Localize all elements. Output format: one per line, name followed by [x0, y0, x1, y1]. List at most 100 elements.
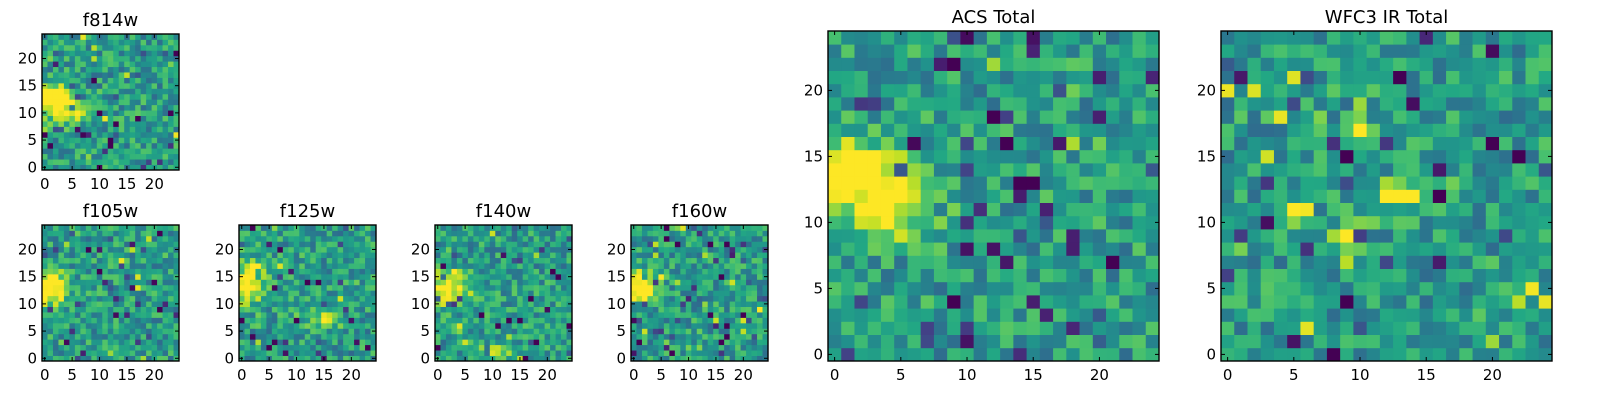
heatmap-cell [47, 252, 54, 259]
heatmap-cell [173, 142, 180, 149]
heatmap-cell [299, 263, 306, 269]
heatmap-cell [1419, 57, 1434, 71]
heatmap-cell [647, 225, 654, 231]
heatmap-cell [473, 328, 480, 335]
heatmap-cell [729, 317, 736, 324]
heatmap-cell [550, 257, 556, 264]
heatmap-cell [1446, 334, 1460, 349]
heatmap-cell [282, 355, 289, 362]
heatmap-cell [58, 344, 65, 351]
heatmap-cell [359, 333, 366, 340]
heatmap-cell [249, 241, 256, 248]
heatmap-cell [239, 322, 245, 329]
heatmap-cell [663, 279, 670, 286]
heatmap-cell [80, 115, 87, 122]
heatmap-cell [467, 306, 474, 313]
heatmap-cell [685, 246, 692, 253]
heatmap-cell [986, 163, 1001, 177]
heatmap-cell [691, 279, 698, 286]
heatmap-cell [511, 263, 518, 269]
heatmap-cell [1039, 308, 1054, 322]
heatmap-cell [1432, 123, 1447, 137]
heatmap-cell [1026, 347, 1041, 362]
heatmap-cell [740, 284, 747, 291]
heatmap-cell [495, 317, 502, 324]
heatmap-cell [1326, 202, 1341, 217]
heatmap-cell [1313, 70, 1328, 85]
heatmap-cell [337, 263, 344, 269]
heatmap-cell [69, 44, 76, 51]
heatmap-cell [69, 137, 76, 144]
heatmap-cell [495, 290, 502, 297]
heatmap-cell [332, 230, 339, 237]
heatmap-cell [489, 246, 496, 253]
heatmap-cell [58, 72, 65, 78]
heatmap-cell [1538, 255, 1553, 269]
heatmap-cell [354, 306, 360, 313]
heatmap-cell [315, 273, 322, 280]
heatmap-cell [102, 159, 109, 165]
heatmap-cell [1273, 70, 1288, 85]
heatmap-cell [47, 290, 54, 297]
heatmap-cell [724, 295, 731, 302]
heatmap-cell [451, 344, 458, 351]
heatmap-cell [277, 268, 284, 275]
heatmap-cell [746, 344, 752, 351]
heatmap-cell [1446, 123, 1460, 137]
y-tick-label: 15 [18, 77, 37, 95]
heatmap-cell [1538, 189, 1553, 203]
heatmap-cell [102, 77, 109, 84]
heatmap-cell [1013, 321, 1027, 335]
heatmap-cell [555, 230, 562, 237]
heatmap-cell [58, 121, 65, 127]
heatmap-cell [544, 322, 551, 329]
heatmap-cell [118, 99, 125, 106]
heatmap-cell [102, 39, 109, 46]
heatmap-cell [1432, 321, 1447, 335]
heatmap-cell [1234, 321, 1248, 335]
heatmap-cell [359, 301, 366, 307]
heatmap-cell [135, 110, 142, 116]
heatmap-cell [85, 241, 92, 248]
heatmap-cell [1247, 347, 1262, 362]
heatmap-cell [1419, 97, 1434, 111]
heatmap-cell [140, 44, 147, 51]
heatmap-cell [435, 306, 441, 313]
heatmap-cell [157, 61, 163, 68]
heatmap-cell [1472, 57, 1487, 71]
heatmap-cell [1287, 123, 1301, 137]
heatmap-cell [456, 295, 463, 302]
heatmap-cell [1039, 123, 1054, 137]
heatmap-cell [277, 241, 284, 248]
heatmap-cell [1472, 281, 1487, 296]
heatmap-cell [641, 306, 648, 313]
heatmap-cell [1485, 229, 1500, 243]
heatmap-cell [255, 230, 262, 237]
heatmap-cell [933, 215, 948, 230]
heatmap-cell [511, 306, 518, 313]
heatmap-cell [1000, 268, 1014, 283]
heatmap-cell [828, 163, 842, 177]
heatmap-cell [641, 279, 648, 286]
heatmap-cell [894, 347, 908, 362]
heatmap-cell [168, 142, 174, 149]
heatmap-cell [282, 350, 289, 356]
heatmap-cell [266, 290, 273, 297]
heatmap-cell [168, 339, 174, 346]
heatmap-cell [370, 306, 377, 313]
heatmap-cell [894, 149, 908, 164]
heatmap-cell [735, 333, 741, 340]
heatmap-cell [933, 83, 948, 98]
heatmap-cell [691, 328, 698, 335]
heatmap-cell [1419, 70, 1434, 85]
heatmap-cell [1419, 255, 1434, 269]
heatmap-cell [321, 235, 328, 242]
heatmap-cell [663, 290, 670, 297]
heatmap-cell [1340, 163, 1354, 177]
heatmap-cell [506, 350, 513, 356]
y-tick-label: 0 [616, 349, 626, 367]
heatmap-cell [107, 93, 114, 100]
heatmap-cell [102, 153, 109, 160]
heatmap-cell [636, 339, 643, 346]
heatmap-cell [315, 225, 322, 231]
